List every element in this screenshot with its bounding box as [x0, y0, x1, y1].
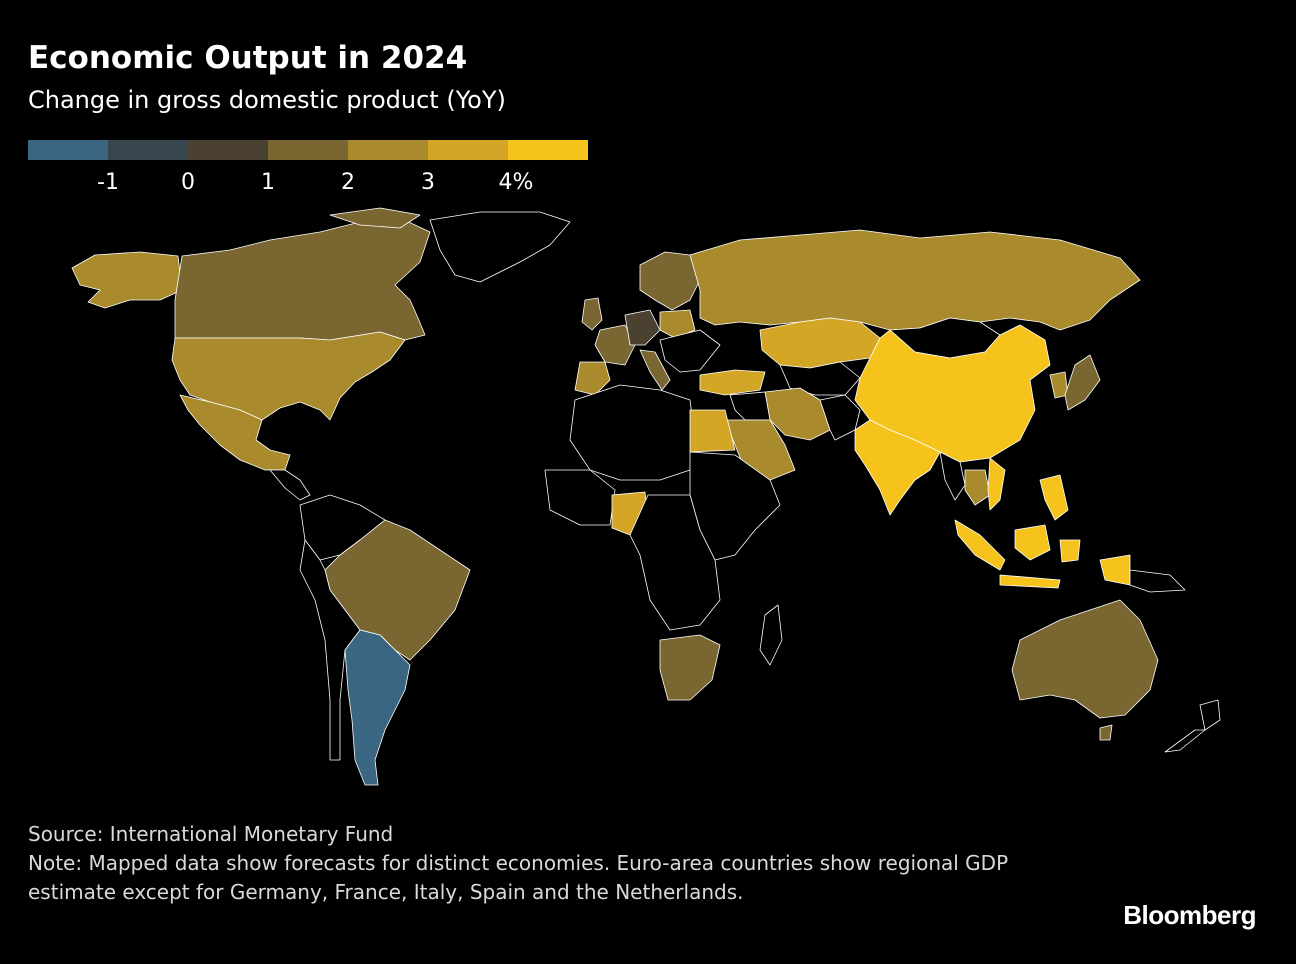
map-region-egypt	[689, 409, 736, 453]
color-scale-legend	[28, 140, 588, 160]
map-region-central-america	[269, 469, 311, 501]
map-region-scandinavia	[639, 251, 701, 311]
map-region-west-africa	[544, 469, 616, 526]
map-region-japan	[1064, 354, 1101, 411]
legend-tick-label: 0	[181, 170, 195, 195]
map-region-indonesia-borneo	[1014, 524, 1051, 561]
chart-footer: Source: International Monetary Fund Note…	[28, 820, 1028, 907]
bloomberg-logo: Bloomberg	[1123, 900, 1256, 930]
chart-title: Economic Output in 2024	[28, 40, 468, 76]
legend-swatch	[428, 140, 508, 160]
legend-tick-label: 1	[261, 170, 275, 195]
legend-tick-labels: -1 0 1 2 3 4%	[28, 170, 628, 200]
map-region-madagascar	[759, 604, 783, 666]
legend-swatch	[188, 140, 268, 160]
map-region-south-africa	[659, 634, 721, 701]
map-region-united-kingdom	[581, 297, 603, 331]
legend-swatch	[268, 140, 348, 160]
map-region-north-africa	[569, 384, 696, 481]
map-region-indonesia-west	[954, 519, 1006, 571]
legend-swatch	[108, 140, 188, 160]
map-region-greenland	[429, 211, 571, 283]
map-region-kazakhstan	[759, 317, 881, 369]
map-region-australia	[1011, 599, 1159, 719]
map-region-vietnam	[987, 457, 1006, 511]
map-region-eastern-europe	[659, 329, 721, 373]
map-region-canada	[174, 217, 431, 341]
map-region-spain	[574, 361, 611, 396]
map-region-central-africa	[629, 494, 721, 631]
map-region-russia	[689, 229, 1141, 331]
map-region-india	[854, 419, 941, 516]
legend-tick-label: 3	[421, 170, 435, 195]
map-region-thailand	[964, 469, 991, 506]
source-note: Source: International Monetary Fund	[28, 822, 394, 846]
map-region-west-south-america	[299, 539, 361, 761]
map-region-iran	[764, 387, 831, 441]
map-region-middle-east	[729, 391, 771, 421]
methodology-note: Note: Mapped data show forecasts for dis…	[28, 851, 1009, 904]
legend-swatch	[348, 140, 428, 160]
map-region-canada-islands	[329, 207, 421, 229]
world-map	[71, 207, 1221, 786]
legend-swatch	[28, 140, 108, 160]
map-region-papua	[1129, 569, 1186, 593]
map-region-france	[594, 324, 636, 366]
map-region-argentina	[344, 629, 411, 786]
map-region-germany	[624, 309, 661, 346]
legend-tick-label: 4%	[498, 170, 534, 195]
map-region-saudi-arabia	[724, 419, 796, 481]
map-region-new-zealand	[1164, 699, 1221, 753]
chart-subtitle: Change in gross domestic product (YoY)	[28, 86, 506, 114]
map-region-philippines	[1039, 474, 1069, 521]
map-region-pakistan-afghanistan	[819, 394, 861, 441]
map-region-mexico	[179, 394, 291, 471]
map-region-alaska	[71, 251, 183, 309]
legend-tick-label: -1	[97, 170, 119, 195]
map-region-turkey	[699, 369, 766, 396]
map-region-italy	[639, 349, 671, 391]
legend-tick-label: 2	[341, 170, 355, 195]
legend-swatch	[508, 140, 588, 160]
map-region-southeast-asia-mainland	[939, 451, 966, 501]
map-region-tasmania	[1099, 724, 1113, 741]
